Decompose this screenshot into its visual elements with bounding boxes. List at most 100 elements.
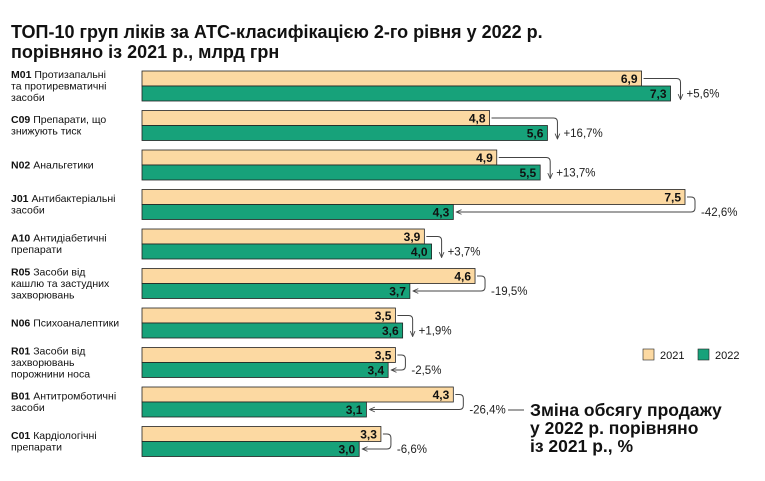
category-label: N02 Анальгетики: [11, 159, 94, 171]
change-percent: -6,6%: [397, 444, 427, 456]
change-percent: -26,4%: [469, 405, 505, 417]
value-label-2022: 3,0: [339, 443, 356, 457]
category-label: C09 Препарати, що: [11, 114, 106, 126]
value-label-2021: 3,5: [375, 309, 392, 323]
value-label-2022: 3,1: [346, 403, 363, 417]
change-percent: +3,7%: [448, 247, 481, 259]
category-code: M01: [11, 69, 34, 81]
category-label: та протиревматичні: [11, 80, 107, 92]
change-arrow: [456, 196, 696, 212]
category-name: та протиревматичні: [11, 80, 107, 92]
bar-2021: [141, 110, 490, 126]
category-label: R05 Засоби від: [11, 266, 85, 278]
legend-swatch-2021: [642, 348, 655, 361]
change-percent: -42,6%: [701, 207, 737, 219]
value-label-2021: 4,8: [469, 112, 486, 126]
value-label-2021: 3,5: [375, 349, 392, 363]
category-label: кашлю та застудних: [11, 278, 110, 290]
bar-2021: [141, 307, 396, 324]
category-name: Засоби від: [33, 345, 85, 357]
category-name: Препарати, що: [33, 114, 106, 126]
category-label: захворювань: [11, 289, 75, 301]
category-code: B01: [11, 391, 33, 403]
category-name: порожнини носа: [11, 368, 90, 380]
bar-2022: [141, 283, 411, 299]
change-arrow: [413, 275, 486, 291]
category-label: знижують тиск: [11, 126, 82, 138]
value-label-2022: 3,7: [389, 285, 406, 299]
category-label: засоби: [11, 92, 45, 104]
bar-2021: [141, 426, 382, 442]
change-percent: +13,7%: [556, 168, 595, 180]
change-arrow: [362, 433, 392, 449]
change-percent: -2,5%: [411, 365, 441, 377]
bar-2021: [141, 70, 642, 87]
change-arrow: [491, 117, 558, 139]
bar-2022: [141, 441, 360, 457]
legend-label-2021: 2021: [660, 350, 684, 362]
category-name: Антидіабетичні: [33, 233, 106, 245]
category-code: N06: [11, 317, 33, 329]
category-label: R01 Засоби від: [11, 345, 85, 357]
category-code: C09: [11, 114, 33, 126]
bar-2021: [141, 386, 454, 403]
bar-2022: [141, 401, 367, 418]
value-label-2022: 3,6: [382, 324, 399, 338]
change-arrow: [498, 157, 550, 179]
category-name: Протизапальні: [34, 69, 106, 81]
category-name: захворювань: [11, 289, 75, 301]
bar-2021: [141, 347, 396, 363]
change-percent: +1,9%: [419, 326, 452, 338]
bar-2022: [141, 243, 433, 260]
bar-2021: [141, 228, 425, 245]
category-name: Засоби від: [33, 266, 85, 278]
chart-title: ТОП-10 груп ліків за АТС-класифікацією 2…: [11, 22, 751, 62]
category-code: R05: [11, 266, 33, 278]
change-arrow: [643, 78, 681, 100]
category-name: препарати: [11, 244, 62, 256]
category-label: M01 Протизапальні: [11, 69, 106, 81]
category-label: препарати: [11, 244, 62, 256]
category-label: порожнини носа: [11, 368, 90, 380]
category-name: знижують тиск: [11, 126, 82, 138]
category-name: кашлю та застудних: [11, 278, 110, 290]
bar-2021: [141, 189, 686, 205]
value-label-2021: 7,5: [664, 191, 681, 205]
category-name: захворювань: [11, 357, 75, 369]
category-label: C01 Кардіологічні: [11, 430, 97, 442]
category-name: Антибактеріальні: [31, 193, 115, 205]
value-label-2021: 3,9: [404, 230, 421, 244]
category-label: засоби: [11, 205, 45, 217]
value-label-2022: 5,6: [527, 127, 544, 141]
category-label: захворювань: [11, 357, 75, 369]
category-code: N02: [11, 159, 33, 171]
bar-2022: [141, 362, 389, 378]
value-label-2021: 4,9: [476, 151, 493, 165]
change-arrow: [369, 394, 464, 410]
legend-label-2022: 2022: [715, 350, 739, 362]
value-label-2021: 6,9: [621, 72, 638, 86]
category-label: J01 Антибактеріальні: [11, 193, 116, 205]
annotation-line: Зміна обсягу продажу: [530, 400, 722, 420]
category-code: R01: [11, 345, 33, 357]
legend-swatch-2022: [697, 348, 710, 361]
category-label: A10 Антидіабетичні: [11, 233, 107, 245]
bar-2022: [141, 125, 548, 141]
category-code: J01: [11, 193, 31, 205]
category-label: засоби: [11, 402, 45, 414]
category-name: Психоаналептики: [33, 317, 119, 329]
chart-title-line-2: порівняно із 2021 р., млрд грн: [11, 42, 280, 62]
change-percent: +16,7%: [563, 128, 602, 140]
change-arrow: [397, 315, 412, 337]
change-percent: -19,5%: [491, 286, 527, 298]
category-name: Антитромботичні: [33, 391, 116, 403]
change-arrow: [426, 236, 441, 258]
value-label-2022: 4,3: [433, 206, 450, 220]
change-arrow: [391, 354, 406, 370]
bar-2022: [141, 164, 541, 181]
category-label: препарати: [11, 442, 62, 454]
value-label-2022: 3,4: [367, 364, 384, 378]
category-code: A10: [11, 233, 33, 245]
category-name: препарати: [11, 442, 62, 454]
